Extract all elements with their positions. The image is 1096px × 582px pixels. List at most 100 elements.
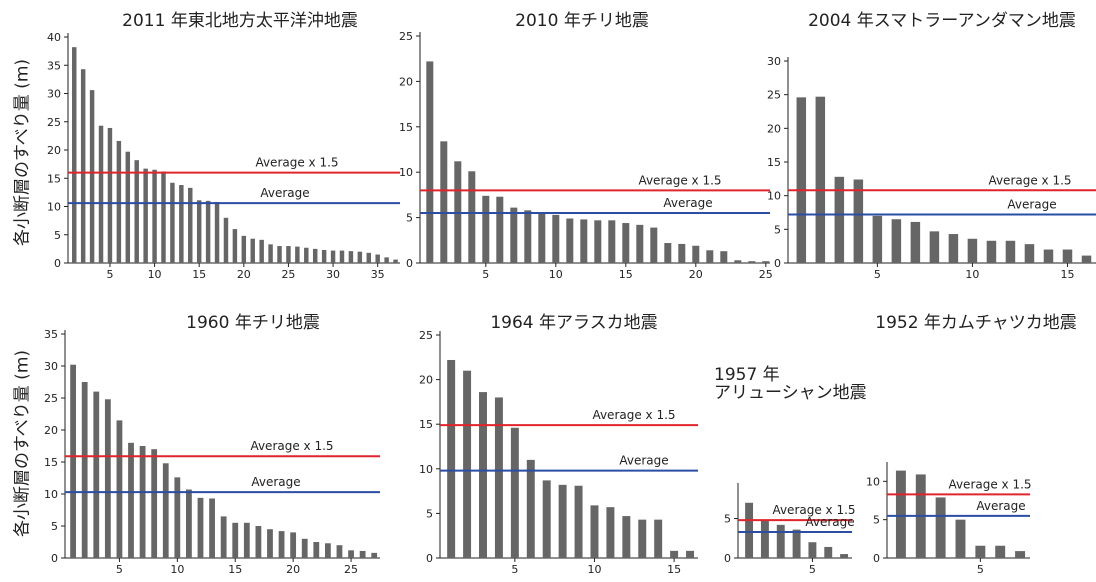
bar-p1957-2 <box>760 520 769 558</box>
x-tick-label-p1960: 25 <box>344 563 358 576</box>
y-tick-label-p1960: 20 <box>44 424 58 437</box>
bar-p2011-6 <box>116 140 122 263</box>
bar-p1952-6 <box>995 545 1006 558</box>
bar-p2011-13 <box>179 185 184 263</box>
x-tick-label-p1960: 5 <box>116 563 123 576</box>
bar-p2004-13 <box>1024 244 1035 263</box>
y-tick-label-p2010: 5 <box>406 212 413 225</box>
x-tick-label-p1964: 15 <box>667 563 681 576</box>
bar-p1960-16 <box>243 522 250 558</box>
y-tick-label-p2011: 35 <box>47 59 61 72</box>
x-tick-label-p2010: 25 <box>759 268 773 281</box>
bar-p1964-3 <box>479 392 487 558</box>
bar-p2010-20 <box>692 245 700 263</box>
bar-p1964-8 <box>558 484 567 558</box>
bar-p2010-21 <box>706 250 714 263</box>
y-tick-label-p1964: 5 <box>426 507 433 520</box>
y-axis-label-bottom: 各小断層のすべり量 (m) <box>12 349 33 538</box>
bar-p1960-5 <box>116 420 123 558</box>
chart-title-p1960: 1960 年チリ地震 <box>186 313 320 333</box>
y-tick-label-p1964: 0 <box>426 552 433 565</box>
bar-p2011-22 <box>259 239 264 263</box>
bar-p2011-23 <box>268 244 273 263</box>
bar-p2010-1 <box>426 61 434 264</box>
bar-p1960-11 <box>186 489 192 558</box>
y-axis-label-top: 各小断層のすべり量 (m) <box>12 58 33 247</box>
bar-p2010-6 <box>496 196 504 263</box>
bar-p1960-17 <box>255 526 262 558</box>
bar-p1960-2 <box>81 382 88 558</box>
chart-title-p1964: 1964 年アラスカ地震 <box>490 313 657 333</box>
bar-p1960-4 <box>104 399 111 558</box>
y-tick-label-p1960: 10 <box>44 488 58 501</box>
bar-p1960-15 <box>232 522 239 558</box>
bar-p2011-9 <box>143 168 148 263</box>
x-tick-label-p2004: 15 <box>1060 268 1074 281</box>
bar-p2010-12 <box>580 219 588 263</box>
bar-p1964-13 <box>638 519 647 558</box>
bar-p2004-5 <box>872 215 883 263</box>
y-tick-label-p2011: 30 <box>47 88 61 101</box>
bar-p2011-1 <box>72 47 77 263</box>
y-tick-label-p2010: 25 <box>399 30 413 43</box>
average-label-p1952: Average <box>976 499 1025 513</box>
bar-p2004-16 <box>1081 255 1092 263</box>
y-tick-label-p1964: 10 <box>419 463 433 476</box>
bar-p2011-4 <box>98 125 104 263</box>
aleutian-label-line1: 1957 年 <box>714 365 780 385</box>
bar-p2011-2 <box>80 69 86 263</box>
average-x1-5-label-p2004: Average x 1.5 <box>988 173 1071 187</box>
average-x1-5-label-p1957: Average x 1.5 <box>772 503 855 517</box>
bar-p1960-26 <box>359 550 366 558</box>
bar-p1964-16 <box>686 550 695 558</box>
bar-p1952-1 <box>895 470 906 558</box>
x-tick-label-p2011: 5 <box>106 268 113 281</box>
bar-p2011-29 <box>321 250 327 263</box>
bar-p1964-4 <box>494 397 503 558</box>
bar-p1964-5 <box>510 427 519 558</box>
y-tick-label-p1960: 5 <box>51 520 58 533</box>
y-tick-label-p1964: 15 <box>419 418 433 431</box>
bar-p1960-19 <box>278 531 285 558</box>
bar-p2011-8 <box>134 160 139 263</box>
bar-p2010-17 <box>650 227 658 263</box>
bar-p2004-15 <box>1062 249 1073 263</box>
bar-p1960-25 <box>348 550 354 558</box>
bar-p2010-14 <box>608 220 616 263</box>
average-label-p1964: Average <box>619 454 668 468</box>
bar-p2010-23 <box>734 260 742 263</box>
y-tick-label-p2010: 15 <box>399 121 413 134</box>
y-tick-label-p1960: 30 <box>44 360 58 373</box>
bar-p1960-22 <box>313 542 320 558</box>
bar-p1960-12 <box>197 497 204 558</box>
bar-p2004-7 <box>910 221 921 263</box>
bar-p1957-3 <box>776 524 785 558</box>
y-tick-label-p2011: 25 <box>47 116 61 129</box>
y-tick-label-p1964: 20 <box>419 374 433 387</box>
bar-p2004-2 <box>815 96 826 263</box>
bar-p2010-25 <box>762 261 770 263</box>
x-tick-label-p1960: 15 <box>228 563 242 576</box>
bar-p1960-21 <box>301 538 308 558</box>
bar-p2010-15 <box>622 223 630 263</box>
y-tick-label-p2011: 20 <box>47 144 61 157</box>
bar-p2010-9 <box>538 213 546 263</box>
x-tick-label-p1957: 5 <box>809 563 816 576</box>
bar-p2004-6 <box>891 219 902 263</box>
x-tick-label-p2010: 5 <box>482 268 489 281</box>
x-tick-label-p2011: 25 <box>281 268 295 281</box>
y-tick-label-p1960: 0 <box>51 552 58 565</box>
bar-p1960-6 <box>128 442 134 558</box>
y-tick-label-p2004: 25 <box>767 89 781 102</box>
y-tick-label-p2011: 40 <box>47 31 61 44</box>
bar-p1964-11 <box>606 507 615 558</box>
bar-p2011-20 <box>241 235 247 263</box>
bar-p2004-1 <box>796 97 807 263</box>
y-tick-label-p1957: 5 <box>724 513 731 526</box>
bar-p2011-10 <box>152 169 157 263</box>
bar-p1964-7 <box>542 480 551 558</box>
x-tick-label-p2010: 20 <box>689 268 703 281</box>
bar-p2010-4 <box>468 171 476 263</box>
bar-p2011-32 <box>348 251 354 263</box>
